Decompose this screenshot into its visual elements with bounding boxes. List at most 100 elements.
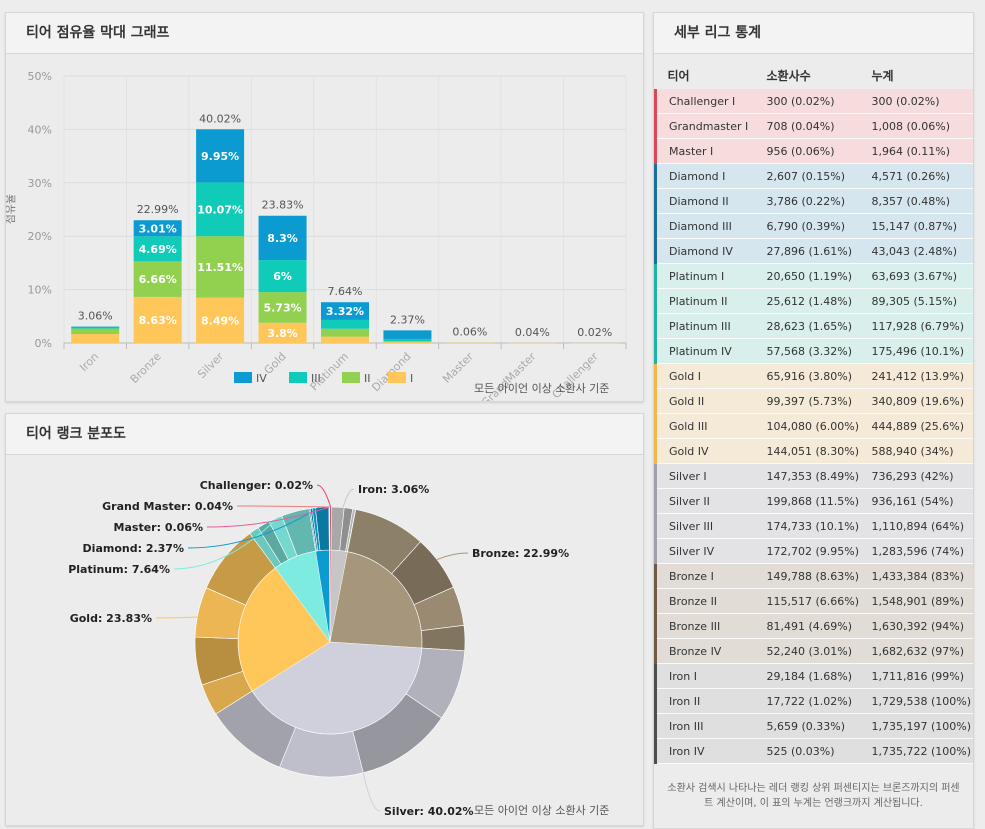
cumulative-cell: 1,711,816 (99%) xyxy=(865,663,973,689)
cumulative-cell: 1,008 (0.06%) xyxy=(865,113,973,139)
count-cell: 81,491 (4.69%) xyxy=(758,613,866,639)
tier-cell: Gold IV xyxy=(654,438,759,464)
cumulative-cell: 1,729,538 (100%) xyxy=(865,688,973,714)
x-tick-label: Bronze xyxy=(128,350,164,386)
bar-segment-label: 10.07% xyxy=(197,203,243,216)
table-row: Grandmaster I 708 (0.04%) 1,008 (0.06%) xyxy=(654,113,973,139)
count-cell: 147,353 (8.49%) xyxy=(758,463,866,489)
pie-slice-label: Silver: 40.02% xyxy=(384,805,474,818)
x-tick-label: Iron xyxy=(77,350,101,374)
pie-chart-footnote: 모든 아이언 이상 소환사 기준 xyxy=(474,804,610,817)
count-cell: 199,868 (11.5%) xyxy=(758,488,866,514)
bar-segment-label: 3.32% xyxy=(326,305,364,318)
bar-segment xyxy=(71,334,120,343)
bar-segment xyxy=(133,236,182,262)
legend-swatch xyxy=(289,372,307,383)
tier-cell: Iron II xyxy=(654,688,759,714)
bar-segment xyxy=(71,328,120,335)
bar-segment xyxy=(321,319,369,329)
pie-ring-segment xyxy=(329,506,332,551)
bar-segment xyxy=(383,330,432,339)
cumulative-cell: 63,693 (3.67%) xyxy=(865,263,973,289)
pie-leader-line xyxy=(187,507,320,549)
count-cell: 57,568 (3.32%) xyxy=(758,338,866,364)
legend-label: III xyxy=(311,372,321,385)
pie-leader-line xyxy=(236,505,331,508)
league-stats-panel: 세부 리그 통계 티어 소환사수 누계 Challenger I 300 (0.0… xyxy=(653,12,974,829)
bar-segment xyxy=(570,342,619,344)
table-row: Bronze I 149,788 (8.63%) 1,433,384 (83%) xyxy=(654,563,973,589)
y-tick-label: 50% xyxy=(28,70,52,83)
cumulative-cell: 8,357 (0.48%) xyxy=(865,188,973,214)
count-cell: 6,790 (0.39%) xyxy=(758,213,866,239)
bar-segment xyxy=(321,302,369,320)
tier-cell: Silver III xyxy=(654,513,759,539)
league-stats-footnote: 소환사 검색시 나타나는 레더 랭킹 상위 퍼센티지는 브론즈까지의 퍼센트 계… xyxy=(667,783,960,809)
bar-chart-title: 티어 점유율 막대 그래프 xyxy=(6,13,643,54)
table-row: Iron III 5,659 (0.33%) 1,735,197 (100%) xyxy=(654,713,973,739)
x-tick-label: Silver xyxy=(195,350,226,381)
tier-cell: Gold III xyxy=(654,413,759,439)
count-cell: 2,607 (0.15%) xyxy=(758,163,866,189)
count-cell: 28,623 (1.65%) xyxy=(758,313,866,339)
table-row: Bronze IV 52,240 (3.01%) 1,682,632 (97%) xyxy=(654,638,973,664)
pie-slice-label: Platinum: 7.64% xyxy=(68,563,170,576)
pie-slice-label: Challenger: 0.02% xyxy=(200,479,313,492)
bar-segment xyxy=(321,328,369,337)
pie-slice-label: Diamond: 2.37% xyxy=(83,542,184,555)
count-cell: 149,788 (8.63%) xyxy=(758,563,866,589)
bar-segment xyxy=(321,336,369,343)
league-stats-table: 티어 소환사수 누계 Challenger I 300 (0.02%) 300 (0… xyxy=(654,61,973,764)
cumulative-cell: 1,630,392 (94%) xyxy=(865,613,973,639)
tier-cell: Grandmaster I xyxy=(654,113,759,139)
bar-segment-label: 5.73% xyxy=(263,301,301,314)
count-cell: 104,080 (6.00%) xyxy=(758,413,866,439)
count-cell: 20,650 (1.19%) xyxy=(758,263,866,289)
table-row: Platinum III 28,623 (1.65%) 117,928 (6.79%… xyxy=(654,313,973,339)
bar-segment xyxy=(383,338,432,342)
count-cell: 25,612 (1.48%) xyxy=(758,288,866,314)
table-row: Platinum I 20,650 (1.19%) 63,693 (3.67%) xyxy=(654,263,973,289)
y-tick-label: 20% xyxy=(28,230,52,243)
bar-segment xyxy=(196,129,245,183)
table-row: Diamond IV 27,896 (1.61%) 43,043 (2.48%) xyxy=(654,238,973,264)
table-row: Master I 956 (0.06%) 1,964 (0.11%) xyxy=(654,138,973,164)
table-row: Silver III 174,733 (10.1%) 1,110,894 (64%) xyxy=(654,513,973,539)
tier-cell: Diamond I xyxy=(654,163,759,189)
table-row: Gold II 99,397 (5.73%) 340,809 (19.6%) xyxy=(654,388,973,414)
bar-segment xyxy=(133,261,182,297)
table-row: Silver II 199,868 (11.5%) 936,161 (54%) xyxy=(654,488,973,514)
pie-leader-line xyxy=(362,772,381,812)
bar-segment-label: 4.69% xyxy=(139,243,177,256)
bar-segment xyxy=(71,326,120,329)
table-row: Bronze III 81,491 (4.69%) 1,630,392 (94%) xyxy=(654,613,973,639)
bar-segment xyxy=(258,292,307,323)
tier-cell: Iron III xyxy=(654,713,759,739)
bar-segment xyxy=(133,220,182,237)
bar-total-label: 7.64% xyxy=(328,285,363,298)
tier-cell: Platinum III xyxy=(654,313,759,339)
y-tick-label: 30% xyxy=(28,177,52,190)
legend-swatch xyxy=(388,372,406,383)
table-row: Diamond III 6,790 (0.39%) 15,147 (0.87%) xyxy=(654,213,973,239)
pie-slice-label: Bronze: 22.99% xyxy=(472,547,569,560)
table-row: Gold III 104,080 (6.00%) 444,889 (25.6%) xyxy=(654,413,973,439)
tier-cell: Iron I xyxy=(654,663,759,689)
column-header-tier: 티어 xyxy=(667,68,690,83)
bar-segment xyxy=(258,322,307,343)
pie-leader-line xyxy=(206,506,330,528)
x-tick-label: Master xyxy=(440,350,476,386)
table-row: Silver I 147,353 (8.49%) 736,293 (42%) xyxy=(654,463,973,489)
table-row: Iron II 17,722 (1.02%) 1,729,538 (100%) xyxy=(654,688,973,714)
tier-cell: Platinum II xyxy=(654,288,759,314)
table-row: Platinum II 25,612 (1.48%) 89,305 (5.15%) xyxy=(654,288,973,314)
cumulative-cell: 300 (0.02%) xyxy=(865,89,973,114)
pie-chart-title: 티어 랭크 분포도 xyxy=(6,414,643,455)
pie-leader-line xyxy=(316,484,332,508)
bar-segment-label: 11.51% xyxy=(197,261,243,274)
pie-slice-label: Gold: 23.83% xyxy=(70,612,152,625)
cumulative-cell: 1,110,894 (64%) xyxy=(865,513,973,539)
bar-segment xyxy=(196,297,245,343)
pie-leader-line xyxy=(173,517,279,570)
table-row: Challenger I 300 (0.02%) 300 (0.02%) xyxy=(654,89,973,114)
